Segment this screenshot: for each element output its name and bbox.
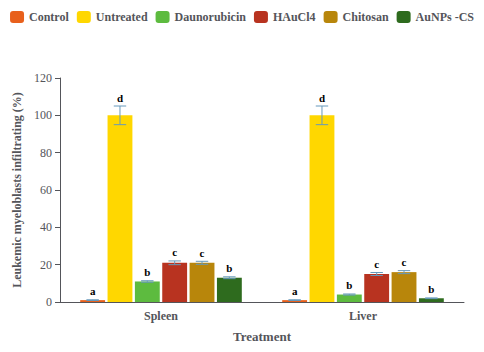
- svg-text:Spleen: Spleen: [144, 309, 178, 323]
- svg-text:b: b: [144, 266, 150, 278]
- svg-text:b: b: [428, 283, 434, 295]
- svg-text:b: b: [346, 279, 352, 291]
- svg-text:HAuCl4: HAuCl4: [273, 10, 316, 24]
- svg-text:b: b: [226, 262, 232, 274]
- svg-text:0: 0: [46, 295, 52, 309]
- svg-text:AuNPs -CS: AuNPs -CS: [416, 10, 475, 24]
- svg-text:Control: Control: [29, 10, 69, 24]
- svg-text:Liver: Liver: [349, 309, 378, 323]
- svg-text:20: 20: [40, 258, 52, 272]
- svg-text:a: a: [292, 285, 298, 297]
- svg-text:a: a: [90, 285, 96, 297]
- svg-text:40: 40: [40, 220, 52, 234]
- svg-text:Untreated: Untreated: [96, 10, 148, 24]
- svg-text:80: 80: [40, 146, 52, 160]
- svg-text:Chitosan: Chitosan: [343, 10, 389, 24]
- svg-text:Treatment: Treatment: [233, 329, 292, 344]
- svg-text:60: 60: [40, 183, 52, 197]
- svg-text:d: d: [319, 92, 325, 104]
- svg-text:c: c: [200, 247, 205, 259]
- svg-text:Daunorubicin: Daunorubicin: [175, 10, 247, 24]
- svg-text:c: c: [402, 256, 407, 268]
- svg-text:100: 100: [34, 108, 52, 122]
- svg-text:c: c: [172, 246, 177, 258]
- svg-text:d: d: [117, 92, 123, 104]
- svg-text:c: c: [374, 258, 379, 270]
- svg-text:Leukemic myeloblasts infiltrat: Leukemic myeloblasts infiltrating (%): [10, 92, 24, 288]
- svg-text:120: 120: [34, 71, 52, 85]
